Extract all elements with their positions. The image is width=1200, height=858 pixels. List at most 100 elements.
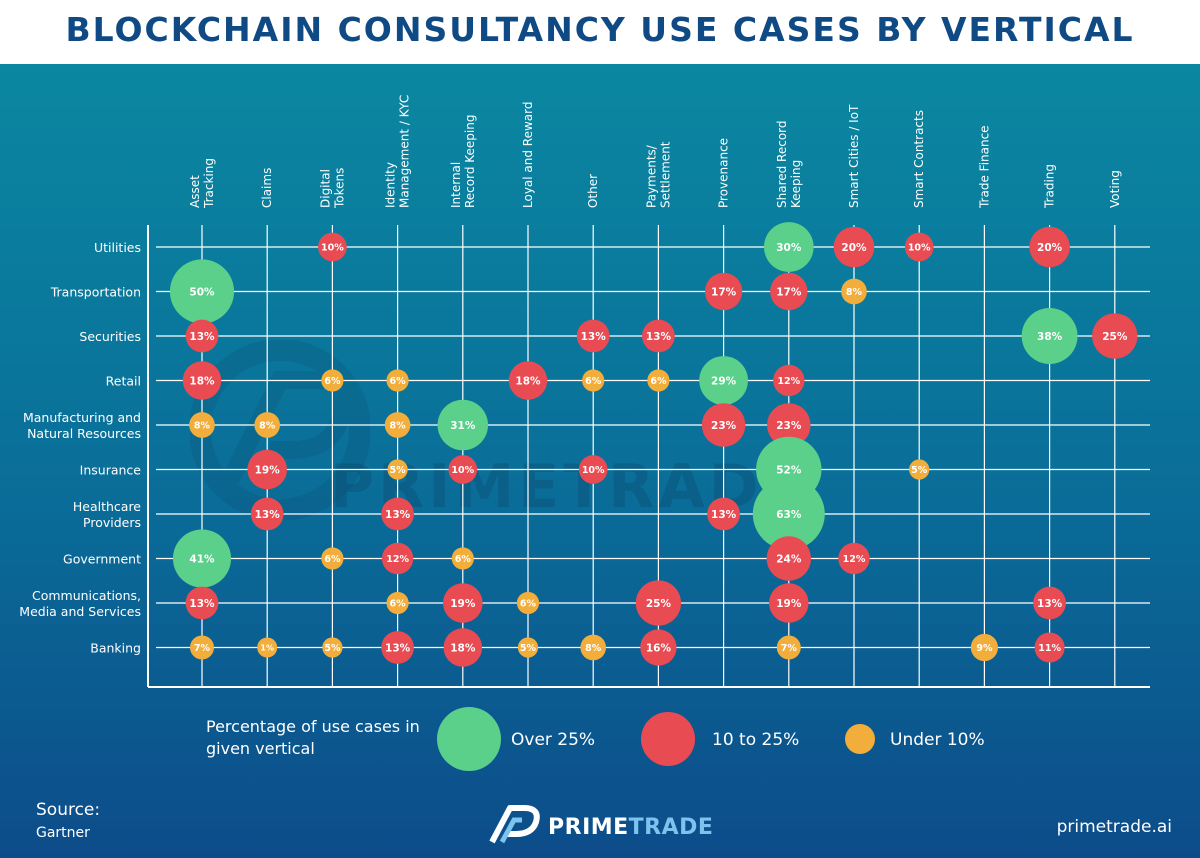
bubble	[838, 542, 870, 575]
bubble	[770, 272, 808, 311]
column-label: Other	[586, 174, 600, 208]
bubble-value-label: 8%	[585, 643, 602, 654]
column-label: Internal Record Keeping	[449, 115, 477, 209]
bubble-value-label: 38%	[1037, 331, 1063, 343]
row-label-line: Providers	[83, 515, 141, 530]
bubble-value-label: 6%	[390, 376, 407, 387]
bubble-value-label: 10%	[582, 465, 605, 476]
row-label-line: Manufacturing and	[23, 410, 141, 425]
column-label-line: Asset	[188, 175, 202, 208]
column-label: Trading	[1043, 164, 1057, 209]
bubble	[699, 356, 749, 405]
bubble-value-label: 13%	[646, 331, 672, 343]
bubble	[970, 633, 999, 662]
bubble-value-label: 8%	[259, 420, 276, 431]
bubble	[247, 449, 287, 490]
bubble	[769, 583, 809, 623]
column-label: Trade Finance	[977, 125, 991, 209]
bubble	[516, 591, 540, 615]
bubble	[707, 497, 740, 531]
row-label-line: Utilities	[94, 240, 141, 255]
bubble-value-label: 23%	[711, 420, 737, 432]
bubble	[1033, 586, 1066, 620]
bubble-value-label: 20%	[1037, 242, 1063, 254]
bubble	[647, 369, 670, 392]
bubble-value-label: 13%	[1037, 598, 1063, 610]
column-label-line: Other	[586, 174, 600, 208]
bubble	[250, 497, 284, 531]
bubble-value-label: 6%	[585, 376, 602, 387]
row-label: Transportation	[50, 285, 141, 300]
bubble	[752, 478, 825, 550]
row-label-line: Securities	[79, 329, 141, 344]
bubble-value-label: 10%	[451, 465, 474, 476]
bubble-value-label: 13%	[385, 509, 411, 521]
bubble-value-label: 18%	[189, 375, 215, 387]
bubble	[381, 542, 414, 575]
column-label-line: Payments/	[644, 144, 658, 208]
bubble-value-label: 6%	[520, 598, 537, 609]
bubble-value-label: 19%	[255, 464, 281, 476]
row-label: Communications,Media and Services	[19, 588, 141, 619]
column-label-line: Trading	[1043, 164, 1057, 209]
bubble-value-label: 5%	[324, 643, 341, 654]
bubble	[580, 634, 607, 661]
row-label-line: Transportation	[50, 285, 141, 300]
bubble	[508, 361, 548, 400]
column-label: Claims	[260, 168, 274, 208]
column-label-line: Smart Cities / IoT	[847, 104, 861, 208]
column-label: Loyal and Reward	[521, 102, 535, 209]
legend-swatch-under	[845, 724, 875, 754]
column-label-line: Claims	[260, 168, 274, 208]
bubble	[321, 547, 344, 570]
brand-name-prime: PRIME	[548, 815, 629, 840]
column-label: Voting	[1108, 170, 1122, 208]
bubble	[381, 631, 414, 664]
bubble-value-label: 13%	[711, 509, 737, 521]
bubble-value-label: 10%	[908, 242, 931, 253]
bubble	[1092, 313, 1138, 359]
column-label-line: Management / KYC	[398, 95, 412, 208]
website-link[interactable]: primetrade.ai	[1056, 817, 1172, 837]
column-label: Smart Contracts	[912, 110, 926, 208]
bubble-value-label: 6%	[390, 598, 407, 609]
bubble-value-label: 25%	[646, 598, 672, 610]
row-label-line: Government	[63, 552, 141, 567]
bubble	[635, 580, 682, 626]
column-label: Provenance	[717, 138, 731, 208]
column-label-line: Voting	[1108, 170, 1122, 208]
bubble-value-label: 24%	[776, 553, 802, 565]
bubble	[1029, 226, 1070, 268]
page-title: BLOCKCHAIN CONSULTANCY USE CASES BY VERT…	[65, 10, 1135, 49]
bubble	[841, 278, 867, 305]
bubble-value-label: 13%	[581, 331, 607, 343]
bubble	[437, 399, 489, 451]
bubble	[185, 319, 219, 353]
row-label-line: Banking	[90, 641, 141, 656]
bubble-value-label: 8%	[194, 420, 211, 431]
column-label-line: Record Keeping	[463, 115, 477, 209]
bubble	[1034, 632, 1065, 663]
bubble-value-label: 16%	[646, 642, 672, 654]
bubble-value-label: 6%	[324, 376, 341, 387]
brand-name-trade: TRADE	[628, 815, 714, 840]
row-label-line: Healthcare	[73, 499, 141, 514]
bubble-value-label: 1%	[260, 643, 274, 652]
column-label-line: Settlement	[658, 141, 672, 208]
bubble-value-label: 18%	[450, 642, 476, 654]
bubble	[321, 369, 344, 392]
bubble	[257, 637, 278, 658]
bubble-value-label: 31%	[450, 420, 476, 432]
bubble-value-label: 7%	[194, 643, 211, 654]
bubble-value-label: 9%	[976, 643, 993, 654]
column-label: Payments/Settlement	[644, 141, 672, 208]
bubble	[640, 629, 677, 666]
column-label-line: Tokens	[332, 168, 346, 209]
bubble	[701, 403, 746, 447]
bubble-value-label: 12%	[777, 376, 800, 387]
bubble	[582, 369, 605, 392]
bubble	[172, 529, 232, 588]
column-label-line: Tracking	[202, 158, 216, 209]
bubble-value-label: 12%	[843, 554, 866, 565]
